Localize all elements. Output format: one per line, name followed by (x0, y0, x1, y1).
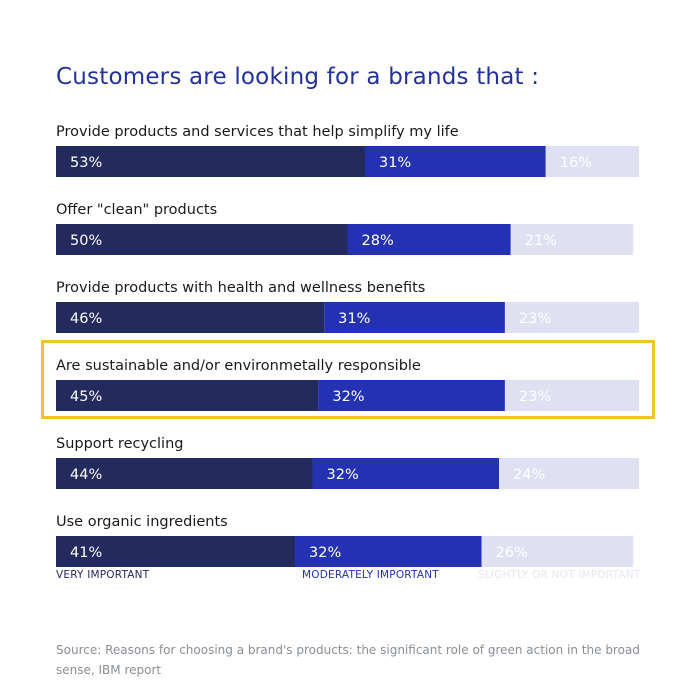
bar-segment-very (56, 146, 365, 177)
data-label-slight: 23% (519, 311, 551, 327)
data-label-moderate: 28% (362, 233, 394, 249)
bar-segment-very (56, 458, 313, 489)
bar-segment-slight (481, 536, 634, 567)
bar-segment-very (56, 536, 296, 567)
bar-segment-moderate (318, 380, 505, 411)
legend-slightly-or-not-important: SLIGHTLY OR NOT IMPORTANT (478, 569, 641, 581)
data-label-slight: 23% (519, 389, 551, 405)
source-note: Source: Reasons for choosing a brand's p… (56, 643, 640, 677)
bar-segment-very (56, 224, 348, 255)
category-label: Provide products with health and wellnes… (56, 280, 426, 296)
data-label-very: 44% (70, 467, 102, 483)
bar-segment-moderate (347, 224, 511, 255)
bar-segment-very (56, 380, 319, 411)
data-label-very: 53% (70, 155, 102, 171)
legend-very-important: VERY IMPORTANT (56, 569, 150, 581)
highlight-frame (41, 340, 655, 419)
category-label: Provide products and services that help … (56, 124, 459, 140)
data-label-slight: 26% (496, 545, 528, 561)
data-label-very: 41% (70, 545, 102, 561)
data-label-very: 46% (70, 311, 102, 327)
bar-segment-moderate (364, 146, 546, 177)
data-label-slight: 21% (525, 233, 557, 249)
bar-segment-slight (499, 458, 639, 489)
bar-segment-slight (504, 380, 639, 411)
category-label: Are sustainable and/or environmetally re… (56, 358, 421, 374)
bar-segment-moderate (295, 536, 482, 567)
data-label-very: 45% (70, 389, 102, 405)
data-label-moderate: 32% (309, 545, 341, 561)
data-label-moderate: 32% (327, 467, 359, 483)
category-label: Offer "clean" products (56, 202, 218, 218)
data-label-very: 50% (70, 233, 102, 249)
data-label-moderate: 31% (379, 155, 411, 171)
data-label-moderate: 31% (338, 311, 370, 327)
bar-segment-slight (504, 302, 639, 333)
bar-segment-slight (510, 224, 634, 255)
bar-segment-slight (545, 146, 639, 177)
legend-moderately-important: MODERATELY IMPORTANT (302, 569, 439, 581)
bar-segment-moderate (312, 458, 500, 489)
data-label-moderate: 32% (332, 389, 364, 405)
category-label: Support recycling (56, 436, 184, 452)
chart-title: Customers are looking for a brands that … (56, 64, 540, 90)
bar-segment-very (56, 302, 325, 333)
data-label-slight: 16% (560, 155, 592, 171)
category-label: Use organic ingredients (56, 514, 228, 530)
bar-segment-moderate (324, 302, 505, 333)
data-label-slight: 24% (513, 467, 545, 483)
